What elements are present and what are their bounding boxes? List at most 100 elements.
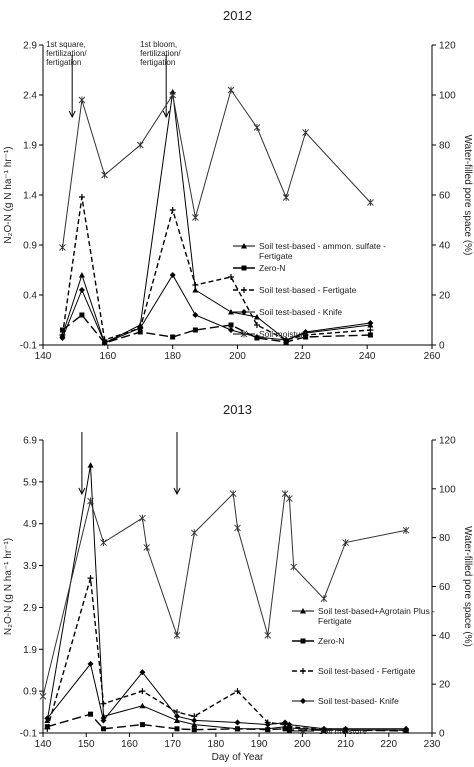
data-point: [87, 497, 94, 505]
data-point: [264, 631, 272, 639]
series-line-0: [62, 91, 371, 344]
legend-label: Soil test-based - Fertigate: [318, 666, 416, 676]
data-point: [173, 713, 180, 720]
data-point: [44, 715, 51, 722]
legend-label: Soil moisture: [318, 726, 367, 736]
data-point: [170, 334, 176, 340]
legend-marker: [299, 727, 307, 735]
y-axis-label: N₂O-N (g N ha⁻¹ hr⁻¹): [3, 538, 14, 635]
data-point: [228, 322, 234, 328]
data-point: [190, 529, 198, 537]
y-tick-label: 2.4: [23, 91, 37, 102]
legend-marker: [300, 608, 306, 614]
chart-title: 2013: [223, 402, 252, 417]
y2-tick-label: 0: [439, 729, 445, 740]
legend-label-line: Soil moisture: [318, 726, 367, 736]
legend-marker: [241, 309, 247, 315]
y2-tick-label: 60: [439, 191, 451, 202]
data-point: [139, 688, 146, 695]
x-tick-label: 160: [99, 351, 116, 362]
y-tick-label: -0.1: [20, 341, 38, 352]
data-point: [101, 171, 108, 179]
data-point: [169, 272, 176, 278]
legend-label: Soil test-based - ammon. sulfate -Fertig…: [259, 241, 386, 261]
y2-tick-label: 0: [439, 341, 445, 352]
y-tick-label: 3.9: [23, 561, 37, 572]
legend-label-line: Soil moisture: [259, 329, 308, 339]
data-point: [403, 725, 410, 732]
x-tick-label: 160: [121, 739, 138, 750]
legend-label: Soil moisture: [259, 329, 308, 339]
legend-label-line: Zero-N: [318, 636, 344, 646]
data-point: [136, 141, 144, 149]
data-point: [87, 660, 94, 667]
y2-tick-label: 80: [439, 533, 451, 544]
series-line-2: [61, 196, 371, 341]
x-tick-label: 140: [35, 351, 52, 362]
legend-marker: [300, 668, 306, 674]
data-point: [253, 322, 260, 328]
data-point: [173, 717, 180, 723]
y2-tick-label: 100: [439, 484, 456, 495]
legend-label-line: Zero-N: [259, 263, 285, 273]
annotation-text: fertigation: [46, 58, 81, 67]
data-point: [39, 692, 47, 700]
data-point: [265, 727, 271, 733]
data-point: [192, 312, 199, 318]
legend-label: Zero-N: [259, 263, 285, 273]
data-point: [302, 329, 309, 335]
legend-label: Soil test-based - Fertigate: [259, 285, 357, 295]
data-point: [78, 96, 86, 104]
data-point: [100, 539, 107, 547]
annotation-arrowhead: [68, 110, 76, 119]
data-point: [87, 575, 94, 582]
x-tick-label: 240: [359, 351, 376, 362]
data-point: [139, 702, 146, 709]
series-line-1: [62, 314, 371, 344]
data-point: [234, 719, 241, 726]
legend-marker: [300, 638, 306, 644]
y-tick-label: 1.4: [23, 191, 37, 202]
data-point: [282, 719, 289, 726]
data-point: [342, 539, 349, 547]
data-point: [367, 320, 374, 326]
data-point: [101, 340, 108, 346]
series-line-0: [46, 465, 407, 731]
y2-tick-label: 120: [439, 41, 456, 52]
data-point: [101, 726, 107, 732]
y2-tick-label: 20: [439, 680, 451, 691]
x-tick-label: 170: [164, 739, 181, 750]
legend-label-line: Soil test-based - ammon. sulfate -: [259, 241, 386, 251]
legend-label-line: Soil test-based+Agrotain Plus -: [318, 606, 435, 616]
y2-tick-label: 40: [439, 631, 451, 642]
x-tick-label: 220: [380, 739, 397, 750]
data-point: [234, 524, 241, 532]
x-tick-label: 260: [424, 351, 441, 362]
legend-label-line: Soil test-based - Knife: [259, 307, 342, 317]
data-point: [78, 272, 85, 278]
y-tick-label: 2.9: [23, 603, 37, 614]
legend-label: Soil test-based+Agrotain Plus -Fertigate: [318, 606, 435, 626]
legend-label-line: Soil test-based - Fertigate: [318, 666, 416, 676]
data-point: [253, 334, 260, 340]
annotation-arrowhead: [78, 487, 86, 496]
data-point: [192, 214, 199, 221]
annotation-text: fertilization/: [140, 49, 181, 58]
data-point: [234, 688, 241, 695]
legend-marker: [241, 243, 247, 249]
data-point: [253, 124, 261, 131]
series-line-2: [46, 577, 407, 731]
data-point: [139, 669, 146, 676]
data-point: [290, 563, 298, 571]
y-tick-label: 0.4: [23, 291, 37, 302]
annotation-text: 1st bloom,: [140, 40, 177, 49]
data-point: [174, 726, 180, 732]
data-point: [227, 86, 235, 94]
x-tick-label: 150: [78, 739, 95, 750]
chart-title: 2012: [223, 8, 252, 23]
annotation-text: fertigation: [140, 58, 175, 67]
y-tick-label: 2.9: [23, 41, 37, 52]
data-point: [139, 722, 145, 728]
